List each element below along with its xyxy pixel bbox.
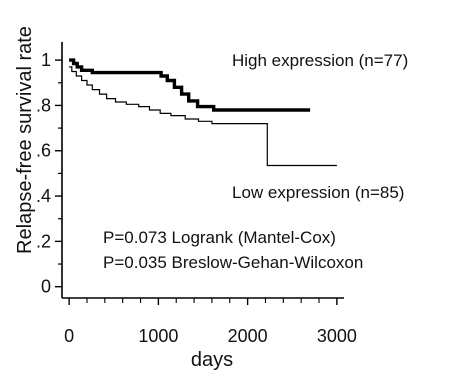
- annotation-logrank: P=0.073 Logrank (Mantel-Cox): [103, 228, 336, 247]
- x-tick-label: 1000: [138, 326, 178, 346]
- x-axis-title: days: [191, 349, 233, 371]
- y-tick-label: .4: [36, 186, 51, 206]
- series-layer: [69, 58, 337, 167]
- x-tick-label: 2000: [228, 326, 268, 346]
- x-tick-label: 3000: [317, 326, 357, 346]
- series-high-expression-line: [69, 58, 311, 112]
- y-tick-label: .8: [36, 95, 51, 115]
- y-tick-label: .6: [36, 141, 51, 161]
- axes: [61, 42, 344, 299]
- y-tick-label: .2: [36, 231, 51, 251]
- x-ticks: 0 1000 2000 3000: [64, 298, 357, 346]
- annotation-breslow: P=0.035 Breslow-Gehan-Wilcoxon: [103, 253, 363, 272]
- y-tick-label: 1: [41, 50, 51, 70]
- y-axis-title: Relapse-free survival rate: [14, 26, 36, 254]
- y-tick-label: 0: [41, 277, 51, 297]
- series-low-expression-line: [69, 66, 337, 167]
- y-ticks: 0 .2 .4 .6 .8 1: [36, 50, 62, 297]
- annotation-high: High expression (n=77): [232, 51, 408, 70]
- annotation-low: Low expression (n=85): [232, 183, 404, 202]
- x-tick-label: 0: [64, 326, 74, 346]
